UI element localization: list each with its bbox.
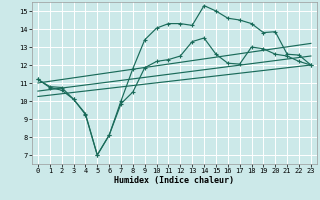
X-axis label: Humidex (Indice chaleur): Humidex (Indice chaleur) — [115, 176, 234, 185]
